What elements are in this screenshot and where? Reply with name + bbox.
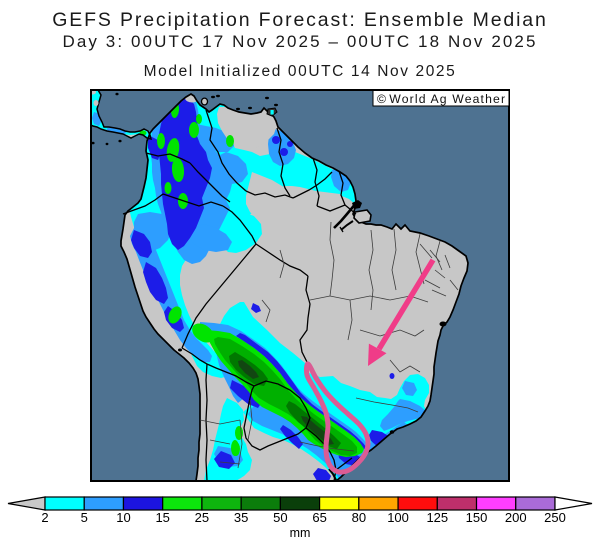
svg-text:250: 250	[544, 510, 566, 525]
svg-text:Day 3: 00UTC 17 Nov 2025 – 00U: Day 3: 00UTC 17 Nov 2025 – 00UTC 18 Nov …	[62, 32, 537, 51]
svg-text:125: 125	[426, 510, 448, 525]
svg-text:150: 150	[466, 510, 488, 525]
svg-text:2: 2	[41, 510, 48, 525]
svg-text:35: 35	[234, 510, 248, 525]
svg-text:5: 5	[81, 510, 88, 525]
svg-text:10: 10	[116, 510, 130, 525]
svg-text:65: 65	[312, 510, 326, 525]
svg-text:80: 80	[352, 510, 366, 525]
svg-text:25: 25	[195, 510, 209, 525]
svg-text:50: 50	[273, 510, 287, 525]
svg-text:mm: mm	[290, 526, 311, 540]
svg-text:15: 15	[155, 510, 169, 525]
svg-text:Model Initialized 00UTC 14 Nov: Model Initialized 00UTC 14 Nov 2025	[144, 63, 457, 80]
svg-text:100: 100	[387, 510, 409, 525]
svg-text:GEFS Precipitation Forecast: E: GEFS Precipitation Forecast: Ensemble Me…	[52, 9, 547, 31]
svg-text:200: 200	[505, 510, 527, 525]
svg-text:© World Ag Weather: © World Ag Weather	[377, 92, 506, 106]
